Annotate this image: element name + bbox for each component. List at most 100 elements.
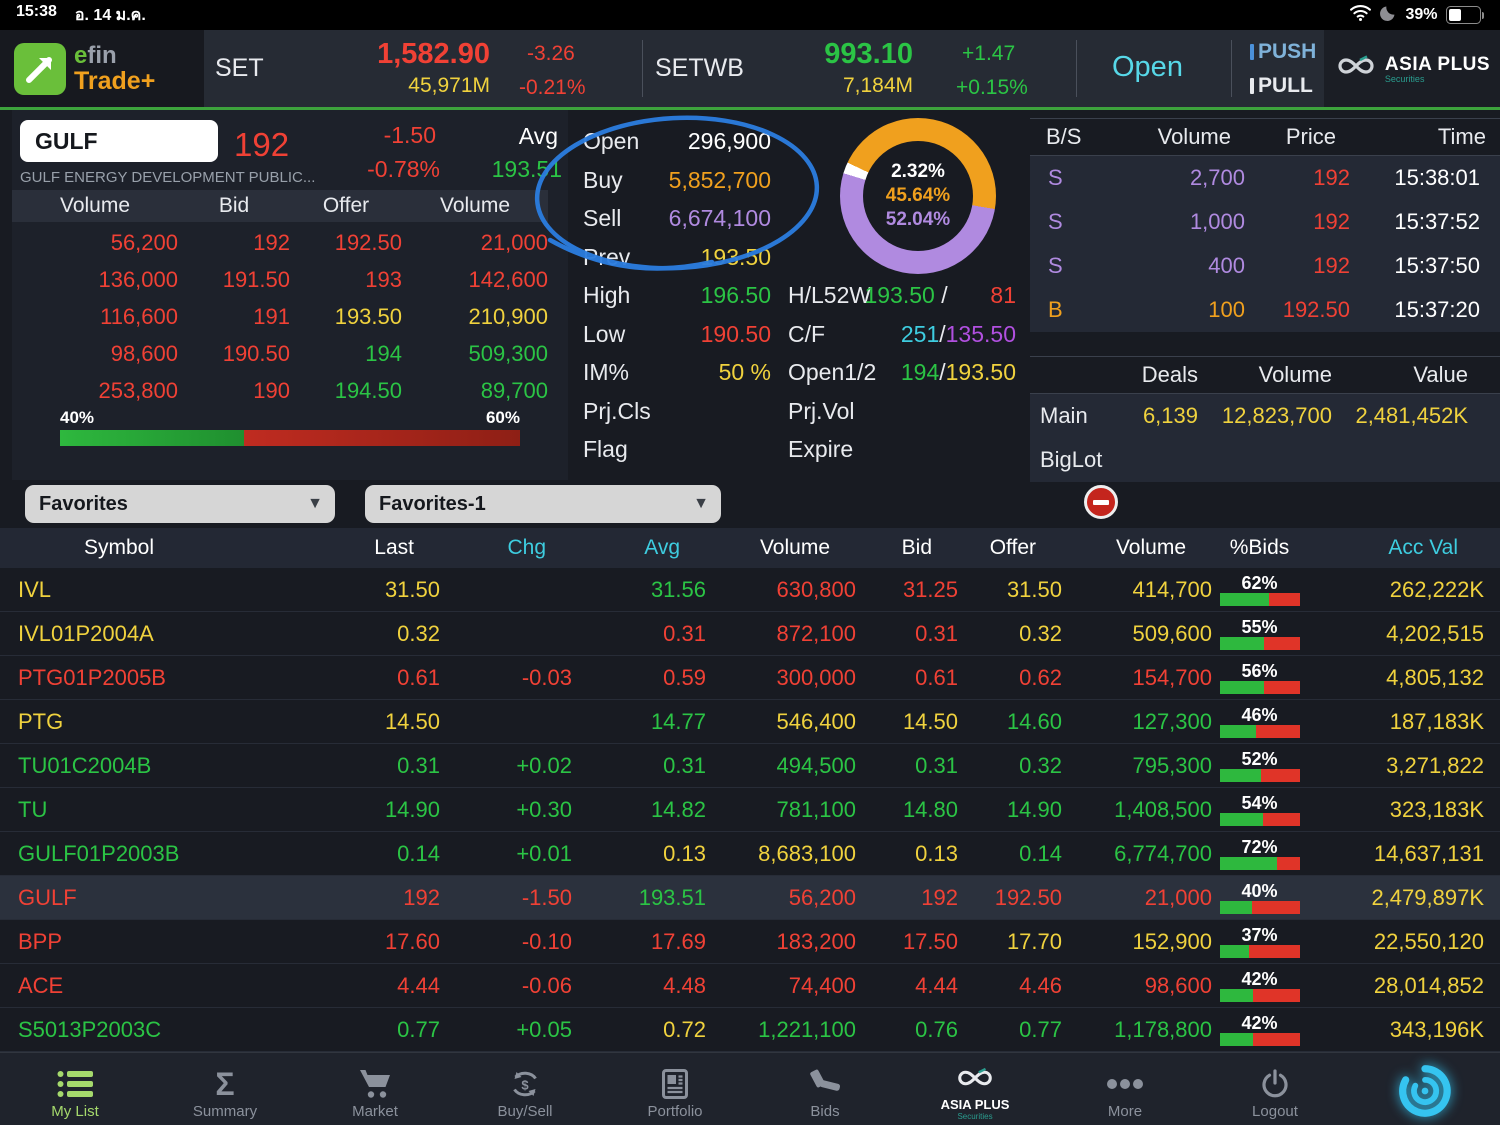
bid-percent: 40% (60, 408, 95, 427)
watchlist-row-tu[interactable]: TU 14.90 +0.30 14.82 781,100 14.80 14.90 1,408,… (0, 788, 1500, 832)
stat-label: Low (583, 320, 626, 347)
volume-2: 795,300 (1132, 752, 1212, 778)
avg: 4.48 (663, 972, 706, 998)
symbol-search-input[interactable]: GULF (20, 120, 218, 162)
column-header-symbol[interactable]: Symbol (83, 536, 155, 559)
bid-offer-row[interactable]: 116,600 191 193.50 210,900 (12, 298, 548, 335)
quote-avg: 193.51 (491, 156, 562, 182)
offer-volume: 21,000 (480, 229, 548, 255)
pull-toggle[interactable]: PULL (1250, 70, 1313, 102)
nav-item-logout[interactable]: Logout (1200, 1053, 1350, 1125)
percent-bids-bar (1219, 856, 1300, 870)
bid-offer-row[interactable]: 98,600 190.50 194 509,300 (12, 335, 548, 372)
acc-val: 4,202,515 (1386, 620, 1484, 646)
watchlist-row-ace[interactable]: ACE 4.44 -0.06 4.48 74,400 4.44 4.46 98,600 42% 2… (0, 964, 1500, 1008)
symbol: BPP (18, 928, 63, 954)
trade-row[interactable]: S 400 192 15:37:50 (1030, 244, 1500, 288)
nav-item-label: Portfolio (647, 1103, 703, 1120)
column-header-accval[interactable]: Acc Val (1388, 536, 1458, 559)
set-label[interactable]: SET (215, 54, 264, 82)
percent-bids-label: 55% (1241, 616, 1278, 637)
volume-2: 1,178,800 (1114, 1016, 1212, 1042)
percent-bids-label: 37% (1241, 924, 1278, 945)
avg: 0.31 (663, 752, 706, 778)
nav-item-label: Market (352, 1103, 398, 1120)
nav-item-my-list[interactable]: My List (0, 1053, 150, 1125)
column-header-bid[interactable]: Bid (901, 536, 932, 559)
stat-value: 196.50 (700, 282, 771, 308)
remove-button[interactable] (1084, 485, 1118, 519)
symbol: TU (18, 796, 48, 822)
nav-item-asia-plus[interactable]: ASIA PLUS Securities (900, 1053, 1050, 1125)
nav-item-bids[interactable]: Bids (750, 1053, 900, 1125)
nav-item-market[interactable]: Market (300, 1053, 450, 1125)
watchlist-row-gulf[interactable]: GULF 192 -1.50 193.51 56,200 192 192.50 21,000 4… (0, 876, 1500, 920)
divider (1076, 40, 1077, 97)
column-header-last[interactable]: Last (374, 536, 414, 559)
stat-value: 50 % (718, 359, 771, 385)
acc-val: 4,805,132 (1386, 664, 1484, 690)
bid-offer-row[interactable]: 56,200 192 192.50 21,000 (12, 224, 548, 261)
nav-item-swirl[interactable] (1350, 1053, 1500, 1125)
bid-offer-row[interactable]: 136,000 191.50 193 142,600 (12, 261, 548, 298)
deals-row[interactable]: Main 6,139 12,823,700 2,481,452K (1030, 394, 1500, 438)
watchlist-row-ptg[interactable]: PTG 14.50 14.77 546,400 14.50 14.60 127,300 46%… (0, 700, 1500, 744)
deals-board: Main (1040, 403, 1088, 428)
watchlist-row-ivl01p2004a[interactable]: IVL01P2004A 0.32 0.31 872,100 0.31 0.32 509,60… (0, 612, 1500, 656)
nav-item-more[interactable]: More (1050, 1053, 1200, 1125)
volume: 74,400 (788, 972, 856, 998)
wifi-icon (1349, 4, 1372, 26)
percent-bids-bar (1219, 768, 1300, 782)
symbol: TU01C2004B (18, 752, 152, 778)
percent-bids-label: 46% (1241, 704, 1278, 725)
avg: 0.13 (663, 840, 706, 866)
trade-row[interactable]: S 2,700 192 15:38:01 (1030, 156, 1500, 200)
watchlist-row-bpp[interactable]: BPP 17.60 -0.10 17.69 183,200 17.50 17.70 152,9… (0, 920, 1500, 964)
column-header-avg[interactable]: Avg (644, 536, 680, 559)
trade-row[interactable]: S 1,000 192 15:37:52 (1030, 200, 1500, 244)
offer: 17.70 (1006, 928, 1062, 954)
acc-val: 14,637,131 (1373, 840, 1484, 866)
column-header-chg[interactable]: Chg (507, 536, 546, 559)
market-status: Open (1112, 51, 1183, 83)
set-value: 1,582.90 (377, 38, 490, 70)
quote-change: -1.50 (383, 122, 436, 148)
push-toggle[interactable]: PUSH (1250, 36, 1316, 68)
deals-row[interactable]: BigLot (1030, 438, 1500, 482)
last: 14.90 (384, 796, 440, 822)
watchlist-row-gulf01p2003b[interactable]: GULF01P2003B 0.14 +0.01 0.13 8,683,100 0.13 0.… (0, 832, 1500, 876)
bid-volume: 116,600 (100, 303, 178, 329)
setwb-label[interactable]: SETWB (655, 54, 744, 82)
percent-bids-label: 40% (1241, 880, 1278, 901)
favorites-list-dropdown[interactable]: Favorites-1 ▼ (365, 485, 721, 523)
stat-value: 296,900 (687, 128, 771, 154)
column-header-bids[interactable]: %Bids (1229, 536, 1290, 559)
watchlist-row-s5013p2003c[interactable]: S5013P2003C 0.77 +0.05 0.72 1,221,100 0.76 0.7… (0, 1008, 1500, 1052)
watchlist-row-ptg01p2005b[interactable]: PTG01P2005B 0.61 -0.03 0.59 300,000 0.61 0.62 1… (0, 656, 1500, 700)
bid: 14.80 (902, 796, 958, 822)
volume-2: 414,700 (1132, 576, 1212, 602)
setwb-change-pct: +0.15% (956, 76, 1028, 99)
nav-item-buy-sell[interactable]: $ Buy/Sell (450, 1053, 600, 1125)
nav-item-label: Logout (1252, 1103, 1298, 1120)
column-header-volume[interactable]: Volume (1115, 536, 1186, 559)
watchlist-row-ivl[interactable]: IVL 31.50 31.56 630,800 31.25 31.50 414,700 62%… (0, 568, 1500, 612)
status-right: 39% (1349, 4, 1484, 26)
deals-count: 6,139 (1142, 403, 1198, 428)
trade-row[interactable]: B 100 192.50 15:37:20 (1030, 288, 1500, 332)
watchlist-row-tu01c2004b[interactable]: TU01C2004B 0.31 +0.02 0.31 494,500 0.31 0.32 79… (0, 744, 1500, 788)
bid: 192 (921, 884, 958, 910)
column-header-offer[interactable]: Offer (989, 536, 1036, 559)
nav-item-summary[interactable]: Σ Summary (150, 1053, 300, 1125)
bid-offer-row[interactable]: 253,800 190 194.50 89,700 (12, 372, 548, 409)
chg: -1.50 (521, 884, 572, 910)
column-header-volume[interactable]: Volume (759, 536, 830, 559)
deals-header: Deals Volume Value (1030, 356, 1500, 394)
more-icon (1105, 1065, 1145, 1103)
nav-item-portfolio[interactable]: Portfolio (600, 1053, 750, 1125)
column-header: Value (1413, 362, 1468, 387)
trade-price: 192 (1313, 165, 1350, 190)
nav-item-label: Summary (192, 1103, 258, 1120)
favorites-group-dropdown[interactable]: Favorites ▼ (25, 485, 335, 523)
offer: 0.32 (1019, 752, 1062, 778)
